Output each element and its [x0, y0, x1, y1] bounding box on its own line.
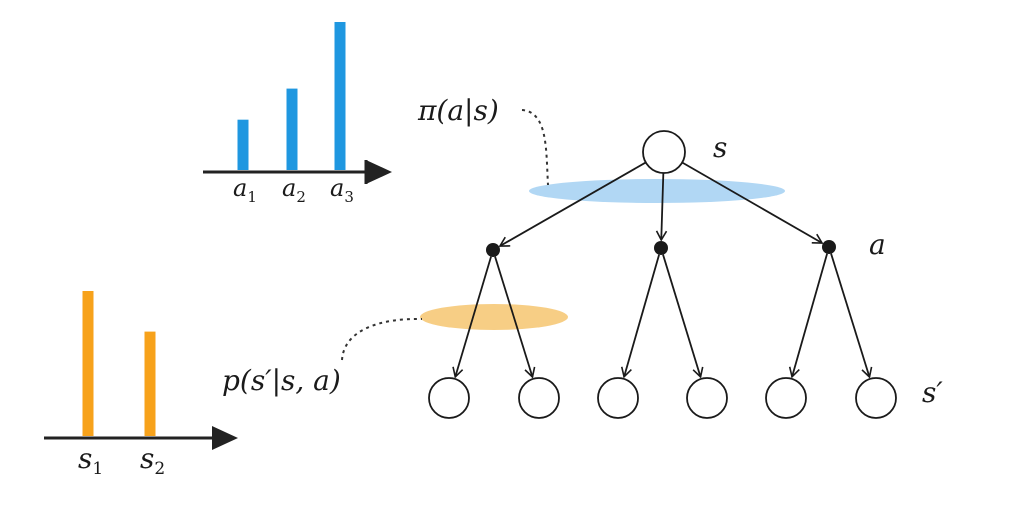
transition-highlight-ellipse [420, 304, 568, 330]
policy-label: π(a|s) [417, 94, 499, 127]
policy-bar-1 [237, 119, 249, 170]
transition-edge-3-1 [788, 253, 828, 379]
transition-edge-1-2 [494, 256, 536, 379]
next-state-node-6 [855, 377, 897, 419]
action-node-3 [822, 240, 836, 254]
policy-tick-label-3: a3 [330, 174, 354, 206]
transition-edge-2-2 [662, 254, 704, 379]
next-state-node-4 [686, 377, 728, 419]
policy-tick-label-2: a2 [282, 174, 306, 206]
tree-edges [452, 161, 873, 379]
transition-distribution-chart: s1 s2 [44, 291, 238, 479]
transition-bar-2 [144, 331, 156, 436]
next-state-node-3 [597, 377, 639, 419]
next-state-label: s′ [922, 376, 943, 409]
root-state-node [642, 130, 686, 174]
policy-edge-1 [498, 161, 647, 247]
action-label: a [869, 228, 886, 261]
transition-label: p(s′|s, a) [222, 364, 341, 397]
policy-tick-label-1: a1 [233, 174, 257, 206]
policy-leader-line [521, 109, 549, 186]
action-node-2 [654, 241, 668, 255]
transition-edge-2-1 [620, 254, 660, 379]
policy-distribution-chart: a1 a2 a3 [203, 22, 392, 206]
policy-bar-2 [286, 88, 298, 170]
transition-leader-line [341, 317, 423, 361]
policy-edge-3 [681, 161, 824, 244]
transition-axis-arrowhead [212, 426, 238, 450]
next-state-node-5 [765, 377, 807, 419]
policy-edge-2 [655, 172, 668, 242]
transition-bar-1 [82, 291, 94, 436]
state-label: s [713, 131, 727, 164]
action-nodes [486, 240, 836, 257]
action-node-1 [486, 243, 500, 257]
next-state-node-2 [518, 377, 560, 419]
policy-bar-3 [334, 22, 346, 170]
transition-tick-label-1: s1 [78, 442, 103, 479]
next-state-nodes [428, 377, 897, 419]
next-state-node-1 [428, 377, 470, 419]
policy-axis-arrowhead [366, 160, 392, 184]
transition-edge-3-2 [830, 253, 873, 379]
transition-edge-1-1 [452, 256, 492, 379]
transition-tick-label-2: s2 [140, 442, 165, 479]
